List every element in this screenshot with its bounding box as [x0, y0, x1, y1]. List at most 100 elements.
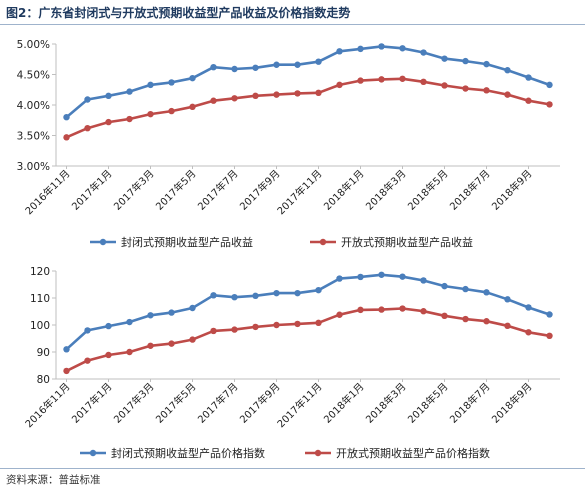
x-tick-label: 2018年3月 [363, 380, 409, 426]
price-index-line-chart: 80901001101202016年11月2017年1月2017年3月2017年… [22, 266, 560, 460]
data-point [483, 60, 490, 68]
data-point [63, 346, 70, 353]
data-point [441, 282, 448, 290]
series-2 [63, 75, 553, 141]
y-tick-label: 3.50% [17, 131, 50, 143]
data-point [210, 292, 217, 299]
series-line [65, 77, 550, 139]
data-point [399, 45, 406, 52]
data-point [441, 55, 448, 62]
y-tick-label: 100 [30, 320, 50, 332]
series-line [65, 273, 550, 351]
x-tick-label: 2018年5月 [405, 380, 451, 426]
data-point [273, 321, 280, 329]
x-tick-label: 2018年1月 [321, 380, 367, 426]
x-tick-label: 2017年3月 [111, 167, 157, 213]
data-point [378, 306, 385, 313]
data-point [210, 97, 217, 104]
data-point [483, 318, 490, 325]
data-point [105, 322, 112, 330]
data-point [525, 97, 532, 104]
data-point [525, 304, 532, 311]
data-point [462, 315, 469, 323]
legend-item: 封闭式预期收益型产品价格指数 [80, 446, 265, 460]
x-tick-label: 2017年1月 [69, 380, 115, 426]
data-point [147, 110, 154, 118]
legend-item: 开放式预期收益型产品价格指数 [305, 446, 490, 460]
data-point [315, 319, 322, 327]
x-tick-label: 2018年9月 [489, 167, 535, 213]
x-tick-label: 2017年11月 [274, 380, 324, 430]
legend-swatch-marker [319, 238, 327, 246]
data-point [504, 322, 511, 330]
data-point [231, 326, 238, 333]
x-tick-label: 2018年9月 [489, 380, 535, 426]
data-point [63, 367, 70, 375]
data-point [420, 78, 427, 86]
data-point [336, 48, 343, 55]
series-1 [63, 43, 553, 121]
data-point [462, 285, 469, 293]
data-point [63, 114, 70, 121]
data-point [273, 61, 280, 68]
series-line [65, 45, 550, 119]
data-point [483, 87, 490, 94]
series-1 [63, 271, 553, 353]
y-tick-label: 110 [30, 293, 50, 305]
data-point [168, 340, 175, 347]
data-point [399, 273, 406, 280]
data-point [168, 79, 175, 86]
data-point [189, 336, 196, 343]
data-point [252, 292, 259, 300]
data-point [273, 289, 280, 297]
x-tick-label: 2018年7月 [447, 167, 493, 213]
x-tick-label: 2016年11月 [22, 380, 72, 430]
data-point [336, 311, 343, 318]
data-point [546, 101, 553, 108]
x-tick-label: 2017年9月 [237, 380, 283, 426]
data-point [105, 351, 112, 359]
data-point [315, 286, 322, 294]
data-point [84, 327, 91, 334]
y-tick-label: 4.00% [17, 100, 50, 112]
data-point [525, 74, 532, 81]
data-point [399, 305, 406, 312]
data-point [84, 96, 91, 103]
data-point [420, 277, 427, 284]
x-tick-label: 2018年7月 [447, 380, 493, 426]
data-point [168, 309, 175, 316]
legend-label: 封闭式预期收益型产品价格指数 [111, 446, 265, 460]
data-point [273, 91, 280, 98]
legend-label: 开放式预期收益型产品收益 [341, 235, 473, 249]
data-point [315, 89, 322, 96]
y-tick-label: 3.00% [17, 161, 50, 173]
data-point [147, 81, 154, 89]
data-point [420, 49, 427, 56]
x-tick-label: 2017年11月 [274, 167, 324, 217]
x-tick-label: 2017年3月 [111, 380, 157, 426]
data-point [399, 75, 406, 82]
legend-label: 封闭式预期收益型产品收益 [121, 235, 253, 249]
data-point [378, 76, 385, 83]
data-point [252, 92, 259, 100]
data-point [84, 357, 91, 364]
x-tick-label: 2017年7月 [195, 380, 241, 426]
data-point [210, 63, 217, 71]
x-tick-label: 2017年9月 [237, 167, 283, 213]
data-point [294, 61, 301, 68]
data-point [441, 312, 448, 320]
data-point [336, 275, 343, 282]
data-point [147, 342, 154, 349]
y-tick-label: 4.50% [17, 70, 50, 82]
x-tick-label: 2017年5月 [153, 167, 199, 213]
legend-swatch-marker [314, 449, 322, 457]
data-point [504, 91, 511, 98]
data-point [462, 85, 469, 92]
x-tick-label: 2018年5月 [405, 167, 451, 213]
data-point [168, 107, 175, 115]
x-tick-label: 2018年3月 [363, 167, 409, 213]
data-point [252, 323, 259, 331]
data-point [84, 124, 91, 132]
data-point [378, 271, 385, 278]
x-tick-label: 2016年11月 [22, 167, 72, 217]
